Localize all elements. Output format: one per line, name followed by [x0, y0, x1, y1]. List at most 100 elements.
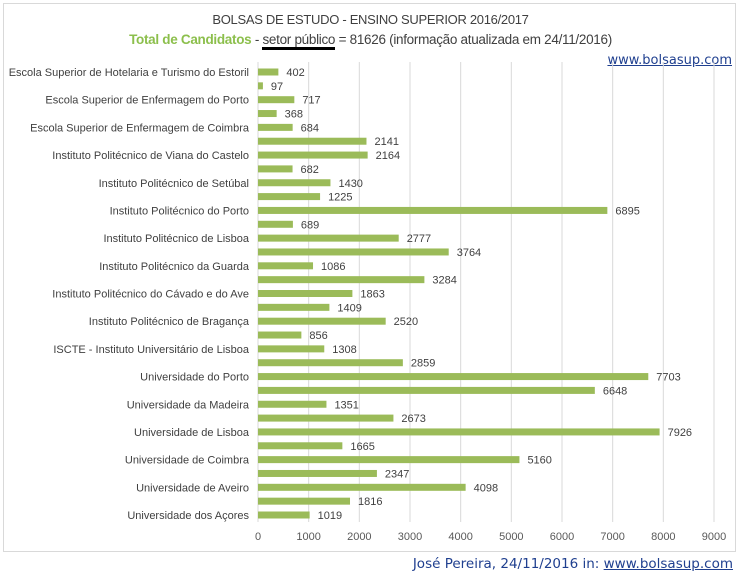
data-label: 717 [302, 95, 320, 107]
x-tick-label: 4000 [448, 531, 472, 543]
bar [258, 511, 310, 519]
bar [258, 373, 649, 381]
chart-subtitle: Total de Candidatos - setor público = 81… [0, 32, 741, 50]
category-label: Instituto Politécnico do Cávado e do Ave [52, 289, 249, 301]
data-label: 1863 [360, 289, 384, 301]
data-label: 1665 [350, 441, 374, 453]
category-label: Escola Superior de Enfermagem de Coimbra [30, 122, 250, 134]
data-label: 97 [271, 81, 283, 93]
bar [258, 359, 403, 367]
bar [258, 400, 327, 408]
category-label: Universidade de Lisboa [134, 427, 250, 439]
data-label: 2141 [374, 136, 398, 148]
data-label: 7703 [656, 372, 680, 384]
category-label: Escola Superior de Enfermagem do Porto [45, 95, 249, 107]
footer: José Pereira, 24/11/2016 in: www.bolsasu… [413, 556, 733, 572]
data-label: 1430 [338, 178, 362, 190]
data-label: 2859 [411, 358, 435, 370]
bar [258, 331, 302, 339]
x-tick-label: 6000 [550, 531, 574, 543]
category-label: Universidade da Madeira [127, 399, 250, 411]
category-label: Instituto Politécnico de Lisboa [103, 233, 249, 245]
bar [258, 414, 394, 422]
x-tick-label: 9000 [702, 531, 726, 543]
data-label: 3764 [457, 247, 481, 259]
site-link[interactable]: www.bolsasup.com [607, 53, 732, 68]
bar [258, 262, 314, 270]
bar [258, 193, 321, 201]
x-tick-label: 1000 [296, 531, 320, 543]
data-label: 2347 [385, 468, 409, 480]
bar [258, 123, 293, 131]
data-label: 6895 [615, 205, 639, 217]
bar [258, 303, 330, 311]
x-tick-label: 2000 [347, 531, 371, 543]
subtitle-highlight: Total de Candidatos [129, 32, 252, 47]
chart-frame [3, 3, 736, 552]
x-tick-label: 3000 [398, 531, 422, 543]
data-label: 402 [286, 67, 304, 79]
data-label: 856 [309, 330, 327, 342]
bar [258, 317, 386, 325]
bar [258, 469, 377, 477]
data-label: 6648 [603, 385, 627, 397]
category-label: Instituto Politécnico de Setúbal [99, 178, 249, 190]
data-label: 1308 [332, 344, 356, 356]
footer-text: José Pereira, 24/11/2016 in: [412, 556, 604, 572]
category-label: Instituto Politécnico do Porto [110, 205, 249, 217]
data-label: 682 [301, 164, 319, 176]
data-label: 368 [285, 109, 303, 121]
bar [258, 497, 351, 505]
data-label: 2673 [401, 413, 425, 425]
category-label: Instituto Politécnico de Viana do Castel… [52, 150, 249, 162]
bar [258, 68, 279, 76]
bar [258, 456, 520, 464]
category-label: Instituto Politécnico da Guarda [99, 261, 250, 273]
data-label: 689 [301, 219, 319, 231]
bar [258, 442, 343, 450]
x-tick-label: 7000 [600, 531, 624, 543]
bar [258, 110, 277, 118]
data-label: 1816 [358, 496, 382, 508]
chart-title: BOLSAS DE ESTUDO - ENSINO SUPERIOR 2016/… [212, 12, 529, 27]
data-label: 2777 [407, 233, 431, 245]
data-label: 1019 [318, 510, 342, 522]
data-label: 4098 [474, 482, 498, 494]
data-label: 1225 [328, 192, 352, 204]
data-label: 1409 [337, 302, 361, 314]
data-label: 2520 [394, 316, 418, 328]
bar [258, 179, 331, 187]
bar [258, 151, 368, 159]
bar [258, 386, 595, 394]
bar [258, 276, 425, 284]
bar [258, 345, 325, 353]
category-label: Universidade do Porto [140, 372, 249, 384]
category-label: ISCTE - Instituto Universitário de Lisbo… [53, 344, 250, 356]
subtitle-rest: = 81626 (informação atualizada em 24/11/… [335, 32, 613, 47]
bar [258, 483, 466, 491]
x-tick-label: 8000 [651, 531, 675, 543]
data-label: 7926 [668, 427, 692, 439]
x-tick-label: 5000 [499, 531, 523, 543]
bar [258, 82, 263, 90]
bar [258, 428, 660, 436]
category-label: Universidade de Coimbra [125, 455, 250, 467]
footer-link[interactable]: www.bolsasup.com [603, 556, 733, 572]
data-label: 1086 [321, 261, 345, 273]
data-label: 684 [301, 122, 319, 134]
data-label: 5160 [527, 455, 551, 467]
bar [258, 234, 399, 242]
data-label: 3284 [432, 275, 456, 287]
bar [258, 96, 295, 104]
data-label: 2164 [376, 150, 400, 162]
data-label: 1351 [334, 399, 358, 411]
category-label: Universidade de Aveiro [136, 482, 249, 494]
bar [258, 137, 367, 145]
bar [258, 248, 449, 256]
category-label: Escola Superior de Hotelaria e Turismo d… [9, 67, 249, 79]
x-tick-label: 0 [255, 531, 261, 543]
bar [258, 220, 293, 228]
bar [258, 206, 608, 214]
category-label: Universidade dos Açores [127, 510, 249, 522]
